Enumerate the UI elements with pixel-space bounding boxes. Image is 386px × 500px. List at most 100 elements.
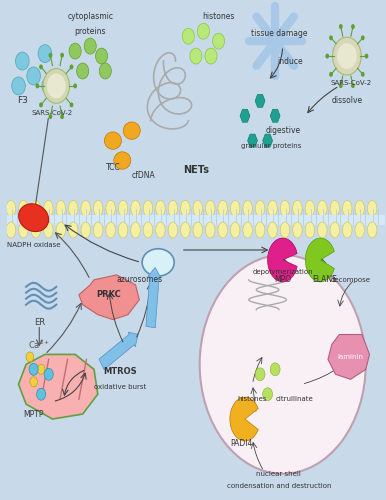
Ellipse shape bbox=[131, 200, 140, 216]
Circle shape bbox=[190, 48, 202, 64]
Text: ER: ER bbox=[34, 318, 45, 326]
Text: ELANE: ELANE bbox=[312, 276, 337, 284]
Circle shape bbox=[29, 364, 38, 376]
Circle shape bbox=[73, 84, 77, 88]
Ellipse shape bbox=[56, 222, 66, 238]
Ellipse shape bbox=[355, 200, 364, 216]
Ellipse shape bbox=[93, 222, 103, 238]
Circle shape bbox=[39, 64, 43, 70]
Circle shape bbox=[37, 364, 45, 374]
Text: dissolve: dissolve bbox=[331, 96, 362, 106]
Ellipse shape bbox=[69, 222, 78, 238]
Ellipse shape bbox=[31, 200, 41, 216]
Text: MPO: MPO bbox=[274, 276, 291, 284]
Circle shape bbox=[337, 43, 357, 69]
Ellipse shape bbox=[342, 222, 352, 238]
Circle shape bbox=[329, 36, 333, 41]
Ellipse shape bbox=[193, 200, 203, 216]
Ellipse shape bbox=[305, 200, 315, 216]
Ellipse shape bbox=[56, 200, 66, 216]
Ellipse shape bbox=[218, 200, 227, 216]
Circle shape bbox=[39, 102, 43, 108]
Circle shape bbox=[30, 377, 37, 386]
Ellipse shape bbox=[168, 200, 178, 216]
Circle shape bbox=[263, 388, 273, 400]
Ellipse shape bbox=[123, 122, 140, 140]
Ellipse shape bbox=[280, 200, 290, 216]
Text: tissue damage: tissue damage bbox=[251, 29, 307, 38]
Circle shape bbox=[69, 102, 73, 108]
Ellipse shape bbox=[205, 200, 215, 216]
Circle shape bbox=[361, 36, 365, 41]
Ellipse shape bbox=[355, 222, 364, 238]
Polygon shape bbox=[305, 238, 334, 282]
Ellipse shape bbox=[156, 222, 165, 238]
Ellipse shape bbox=[230, 200, 240, 216]
Circle shape bbox=[43, 68, 69, 104]
Ellipse shape bbox=[106, 200, 115, 216]
Polygon shape bbox=[270, 110, 280, 122]
Circle shape bbox=[182, 28, 195, 44]
Text: histones: histones bbox=[202, 12, 235, 21]
Circle shape bbox=[49, 114, 52, 119]
Circle shape bbox=[213, 33, 225, 49]
Text: depolymerization: depolymerization bbox=[252, 270, 313, 276]
Text: NETs: NETs bbox=[183, 166, 209, 175]
Ellipse shape bbox=[318, 222, 327, 238]
Text: histones: histones bbox=[238, 396, 267, 402]
Ellipse shape bbox=[218, 222, 227, 238]
Ellipse shape bbox=[104, 132, 121, 150]
Circle shape bbox=[69, 64, 73, 70]
Ellipse shape bbox=[193, 222, 203, 238]
Text: digestive: digestive bbox=[265, 126, 300, 135]
Ellipse shape bbox=[205, 222, 215, 238]
Ellipse shape bbox=[69, 200, 78, 216]
Circle shape bbox=[47, 74, 66, 98]
Ellipse shape bbox=[44, 200, 53, 216]
Ellipse shape bbox=[293, 200, 302, 216]
Polygon shape bbox=[79, 275, 139, 320]
Circle shape bbox=[365, 54, 368, 59]
Ellipse shape bbox=[114, 152, 131, 169]
Circle shape bbox=[84, 38, 96, 54]
Circle shape bbox=[339, 83, 343, 88]
Text: MPTP: MPTP bbox=[24, 410, 44, 418]
Ellipse shape bbox=[93, 200, 103, 216]
Text: laminin: laminin bbox=[338, 354, 364, 360]
Polygon shape bbox=[240, 110, 250, 122]
FancyArrow shape bbox=[146, 268, 161, 328]
Ellipse shape bbox=[142, 249, 174, 276]
Ellipse shape bbox=[181, 200, 190, 216]
Circle shape bbox=[44, 368, 53, 380]
Text: nuclear shell: nuclear shell bbox=[257, 471, 301, 477]
Circle shape bbox=[37, 388, 46, 400]
Circle shape bbox=[361, 72, 365, 77]
Text: citrullinate: citrullinate bbox=[275, 396, 313, 402]
Circle shape bbox=[200, 255, 366, 474]
Text: PADI4: PADI4 bbox=[230, 440, 252, 448]
Polygon shape bbox=[247, 134, 257, 147]
Ellipse shape bbox=[243, 200, 252, 216]
Circle shape bbox=[12, 77, 25, 95]
Text: NADPH oxidase: NADPH oxidase bbox=[7, 242, 60, 248]
Ellipse shape bbox=[330, 222, 340, 238]
Text: Ca$^{2+}$: Ca$^{2+}$ bbox=[28, 338, 51, 350]
Circle shape bbox=[15, 52, 29, 70]
Text: proteins: proteins bbox=[74, 26, 106, 36]
Text: granular proteins: granular proteins bbox=[241, 142, 301, 148]
Circle shape bbox=[60, 114, 64, 119]
Ellipse shape bbox=[367, 222, 377, 238]
Circle shape bbox=[329, 72, 333, 77]
Text: PRKC: PRKC bbox=[97, 290, 122, 299]
Ellipse shape bbox=[131, 222, 140, 238]
Ellipse shape bbox=[31, 222, 41, 238]
Ellipse shape bbox=[268, 200, 277, 216]
Ellipse shape bbox=[143, 222, 153, 238]
Polygon shape bbox=[230, 397, 258, 441]
FancyArrow shape bbox=[99, 332, 138, 370]
Ellipse shape bbox=[256, 222, 265, 238]
Text: SARS-CoV-2: SARS-CoV-2 bbox=[330, 80, 371, 86]
Ellipse shape bbox=[330, 200, 340, 216]
Ellipse shape bbox=[19, 222, 28, 238]
Circle shape bbox=[36, 84, 39, 88]
